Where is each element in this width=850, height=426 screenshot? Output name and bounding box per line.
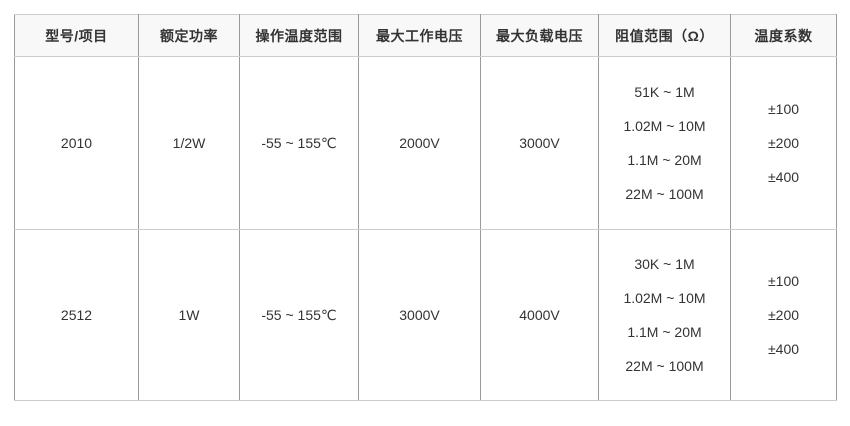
resistance-range-line: 51K ~ 1M (634, 84, 695, 100)
cell-max-working-voltage: 3000V (358, 229, 481, 401)
temp-coefficient-line: ±100 (767, 273, 800, 289)
cell-model: 2512 (14, 229, 139, 401)
col-header-max-working-voltage: 最大工作电压 (358, 14, 481, 57)
table-row-2512: 2512 1W -55 ~ 155℃ 3000V 4000V 30K ~ 1M … (14, 229, 837, 401)
cell-max-overload-voltage: 4000V (480, 229, 599, 401)
resistance-range-line: 1.1M ~ 20M (627, 152, 702, 168)
cell-rated-power: 1W (138, 229, 240, 401)
col-header-operating-temp-range: 操作温度范围 (239, 14, 359, 57)
col-header-max-overload-voltage: 最大负载电压 (480, 14, 599, 57)
cell-max-overload-voltage: 3000V (480, 56, 599, 230)
cell-rated-power: 1/2W (138, 56, 240, 230)
temp-coefficient-list: ±100 ±200 ±400 (731, 264, 836, 366)
col-header-temp-coefficient: 温度系数 (730, 14, 837, 57)
cell-max-working-voltage: 2000V (358, 56, 481, 230)
spec-table: 型号/项目 额定功率 操作温度范围 最大工作电压 最大负载电压 阻值范围（Ω） … (14, 14, 837, 401)
table-row-2010: 2010 1/2W -55 ~ 155℃ 2000V 3000V 51K ~ 1… (14, 56, 837, 230)
temp-coefficient-line: ±100 (767, 101, 800, 117)
cell-resistance-range: 51K ~ 1M 1.02M ~ 10M 1.1M ~ 20M 22M ~ 10… (598, 56, 731, 230)
temp-coefficient-line: ±200 (767, 307, 800, 323)
resistance-range-line: 1.1M ~ 20M (627, 324, 702, 340)
resistance-range-line: 30K ~ 1M (634, 256, 695, 272)
cell-temp-coefficient: ±100 ±200 ±400 (730, 229, 837, 401)
col-header-model: 型号/项目 (14, 14, 139, 57)
temp-coefficient-line: ±400 (767, 169, 800, 185)
resistance-range-list: 30K ~ 1M 1.02M ~ 10M 1.1M ~ 20M 22M ~ 10… (599, 247, 730, 383)
temp-coefficient-line: ±200 (767, 135, 800, 151)
cell-temp-coefficient: ±100 ±200 ±400 (730, 56, 837, 230)
col-header-rated-power: 额定功率 (138, 14, 240, 57)
cell-model: 2010 (14, 56, 139, 230)
resistance-range-list: 51K ~ 1M 1.02M ~ 10M 1.1M ~ 20M 22M ~ 10… (599, 75, 730, 211)
resistance-range-line: 22M ~ 100M (625, 358, 704, 374)
cell-resistance-range: 30K ~ 1M 1.02M ~ 10M 1.1M ~ 20M 22M ~ 10… (598, 229, 731, 401)
cell-operating-temp-range: -55 ~ 155℃ (239, 56, 359, 230)
cell-operating-temp-range: -55 ~ 155℃ (239, 229, 359, 401)
temp-coefficient-list: ±100 ±200 ±400 (731, 92, 836, 194)
resistance-range-line: 1.02M ~ 10M (623, 290, 706, 306)
resistance-range-line: 22M ~ 100M (625, 186, 704, 202)
header-row: 型号/项目 额定功率 操作温度范围 最大工作电压 最大负载电压 阻值范围（Ω） … (14, 14, 837, 57)
col-header-resistance-range: 阻值范围（Ω） (598, 14, 731, 57)
resistance-range-line: 1.02M ~ 10M (623, 118, 706, 134)
temp-coefficient-line: ±400 (767, 341, 800, 357)
